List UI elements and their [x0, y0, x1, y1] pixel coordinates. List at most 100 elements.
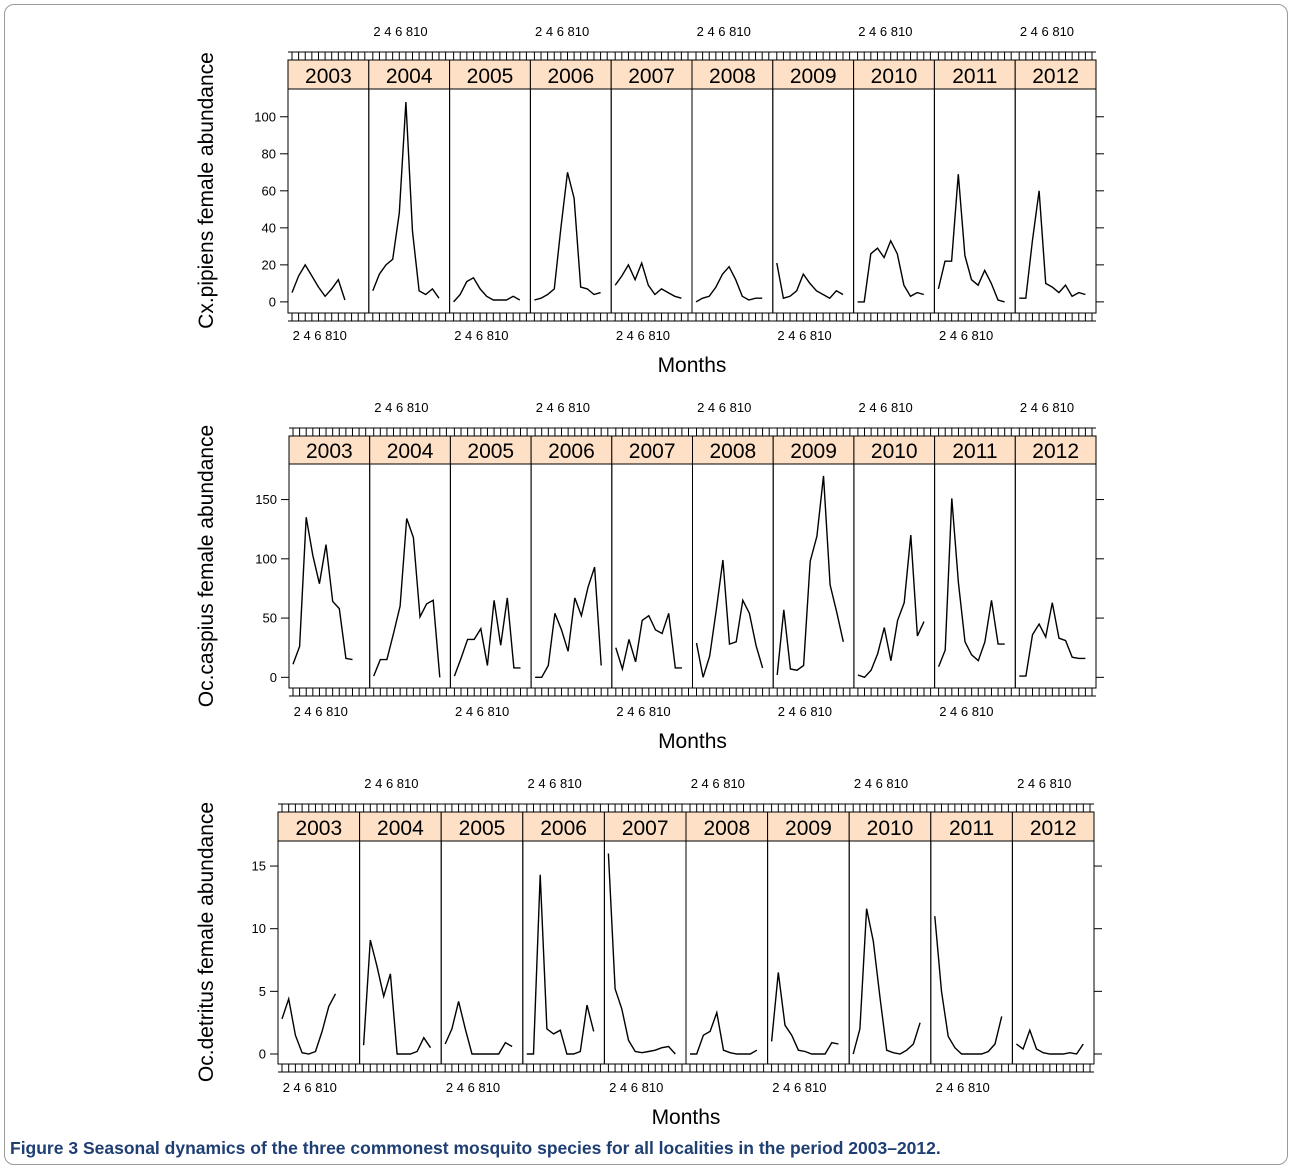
plot-box-2003	[287, 88, 370, 314]
series-line-2008	[695, 559, 764, 678]
series-line-2003	[292, 517, 353, 665]
strip-label-2003: 2003	[305, 65, 352, 88]
series-line-2011	[937, 174, 1005, 303]
x-tick-label-top: 2 4 6 810	[374, 400, 428, 415]
y-tick-label: 80	[262, 146, 276, 161]
x-tick-label-top: 2 4 6 810	[859, 400, 913, 415]
y-tick-label: 0	[269, 294, 276, 309]
panel-2006: 2 4 6 810 2006	[529, 24, 612, 322]
strip-label-2011: 2011	[952, 440, 997, 463]
x-tick-label-bottom: 2 4 6 810	[446, 1080, 500, 1095]
strip-2007	[610, 59, 693, 90]
series-line-2009	[770, 972, 839, 1055]
y-tick-label: 40	[262, 220, 276, 235]
strip-label-2009: 2009	[790, 440, 837, 463]
x-tick-label-top: 2 4 6 810	[691, 776, 745, 791]
strip-2010	[848, 811, 932, 842]
series-line-2004	[362, 939, 432, 1055]
plot-box-2010	[853, 463, 936, 689]
strip-2008	[685, 811, 769, 842]
strip-2006	[530, 435, 613, 465]
x-tick-label-bottom: 2 4 6 810	[616, 328, 670, 343]
plot-box-2004	[359, 840, 442, 1065]
series-line-2005	[444, 1001, 513, 1055]
y-tick-label: 50	[263, 611, 277, 626]
x-axis-title: Months	[652, 1106, 721, 1129]
panel-2004: 2 4 6 810 2004	[369, 400, 451, 697]
panel-2010: 2 4 6 810 2010	[848, 776, 932, 1073]
x-tick-label-bottom: 2 4 6 810	[455, 704, 509, 719]
plot-box-2012	[1014, 88, 1097, 314]
x-tick-label-top: 2 4 6 810	[854, 776, 908, 791]
strip-label-2009: 2009	[785, 817, 832, 840]
x-tick-label-top: 2 4 6 810	[1020, 400, 1074, 415]
strip-label-2005: 2005	[459, 817, 506, 840]
plot-box-2005	[449, 88, 531, 314]
strip-2011	[930, 811, 1013, 842]
x-tick-label-bottom: 2 4 6 810	[283, 1080, 337, 1095]
y-tick-label: 150	[255, 492, 277, 507]
x-tick-label-top: 2 4 6 810	[697, 24, 751, 39]
plot-box-2009	[767, 840, 850, 1065]
plot-box-2009	[772, 88, 855, 314]
strip-label-2012: 2012	[1032, 65, 1079, 88]
strip-2006	[529, 59, 612, 90]
y-tick-label: 10	[252, 921, 266, 936]
panel-2006: 2 4 6 810 2006	[522, 776, 605, 1073]
strip-label-2005: 2005	[467, 440, 514, 463]
panel-2003: 2 4 6 810 2003	[287, 51, 370, 343]
y-tick-label: 20	[262, 257, 276, 272]
strip-label-2008: 2008	[709, 440, 756, 463]
series-line-2006	[526, 874, 595, 1055]
panel-2008: 2 4 6 810 2008	[685, 776, 769, 1073]
series-line-2012	[1019, 190, 1086, 299]
strip-2008	[691, 59, 774, 90]
plot-box-2011	[933, 88, 1016, 314]
panel-2006: 2 4 6 810 2006	[530, 400, 613, 697]
x-tick-label-bottom: 2 4 6 810	[616, 704, 670, 719]
strip-label-2010: 2010	[871, 440, 918, 463]
y-tick-label: 0	[259, 1046, 266, 1061]
y-axis-title: Oc.caspius female abundance	[195, 425, 218, 708]
x-tick-label-top: 2 4 6 810	[1020, 24, 1074, 39]
figure-frame	[4, 4, 1288, 1165]
x-tick-label-bottom: 2 4 6 810	[772, 1080, 826, 1095]
plot-box-2006	[530, 463, 613, 689]
strip-label-2011: 2011	[949, 817, 994, 840]
strip-label-2005: 2005	[467, 65, 514, 88]
x-tick-label-top: 2 4 6 810	[373, 24, 427, 39]
panel-2005: 2 4 6 810 2005	[449, 51, 531, 343]
panel-2011: 2 4 6 810 2011	[930, 803, 1013, 1095]
panel-2007: 2 4 6 810 2007	[603, 803, 687, 1095]
series-line-2009	[776, 262, 844, 300]
strip-2003	[277, 811, 361, 842]
strip-2007	[603, 811, 687, 842]
plot-box-2011	[934, 463, 1016, 689]
strip-2011	[933, 59, 1016, 90]
caption-label: Figure 3	[10, 1138, 79, 1158]
y-tick-label: 100	[254, 109, 276, 124]
series-line-2012	[1015, 1028, 1084, 1055]
series-line-2008	[690, 1009, 758, 1055]
series-line-2010	[857, 535, 925, 679]
plot-box-2011	[930, 840, 1013, 1065]
strip-label-2010: 2010	[871, 65, 918, 88]
strip-label-2004: 2004	[377, 817, 424, 840]
strip-2007	[611, 435, 693, 465]
plot-box-2003	[277, 840, 361, 1065]
strip-label-2010: 2010	[867, 817, 914, 840]
x-tick-label-bottom: 2 4 6 810	[454, 328, 508, 343]
y-tick-label: 100	[255, 551, 277, 566]
strip-label-2009: 2009	[790, 65, 837, 88]
strip-label-2006: 2006	[540, 817, 587, 840]
y-tick-label: 60	[262, 183, 276, 198]
series-line-2004	[372, 101, 440, 299]
plot-box-2005	[440, 840, 524, 1065]
plot-box-2004	[368, 88, 451, 314]
series-line-2011	[937, 498, 1005, 667]
x-tick-label-bottom: 2 4 6 810	[294, 704, 348, 719]
y-axis-title: Cx.pipiens female abundance	[195, 52, 218, 329]
